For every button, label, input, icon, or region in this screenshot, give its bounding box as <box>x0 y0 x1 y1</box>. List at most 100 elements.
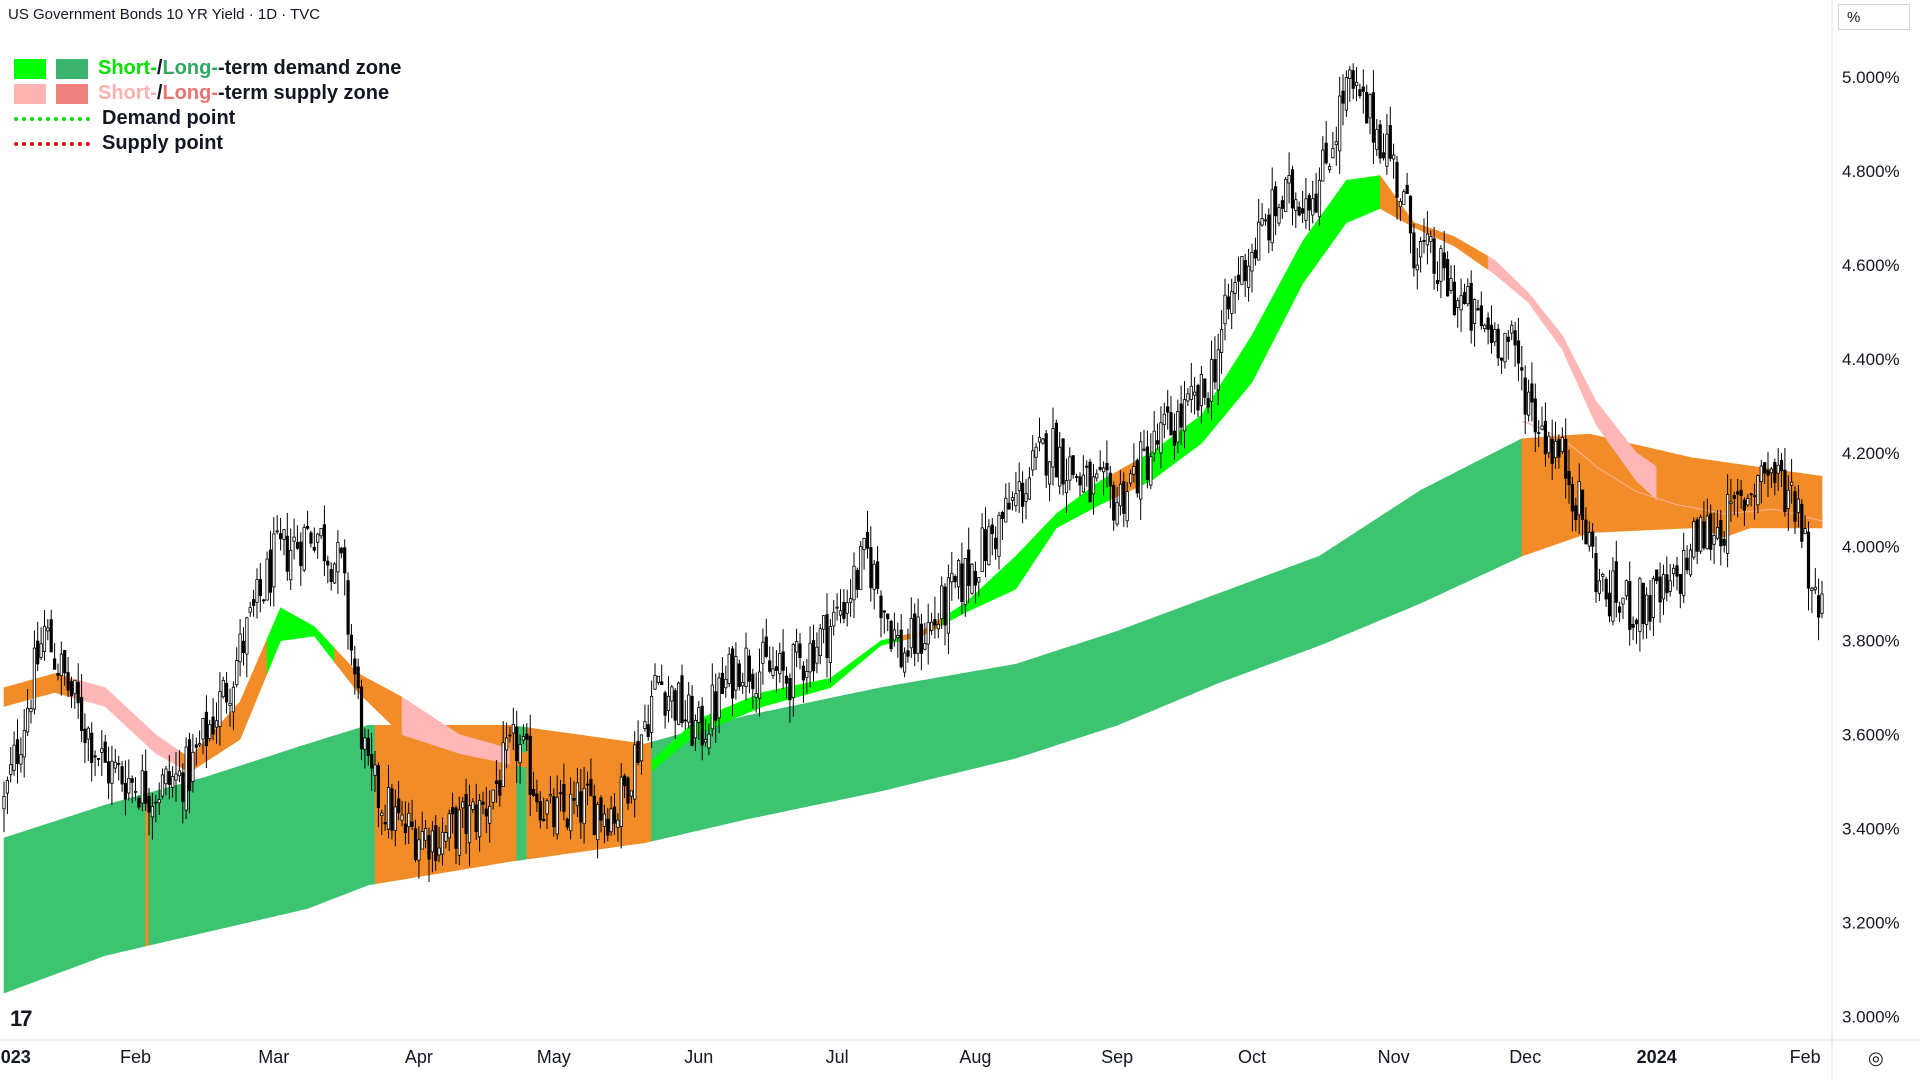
candle-body <box>1540 425 1544 430</box>
candle-body <box>211 716 215 735</box>
candle-body <box>1115 502 1119 525</box>
candle-body <box>1574 505 1578 521</box>
candle-body <box>828 626 833 663</box>
candle-body <box>656 675 661 683</box>
candle-body <box>1729 501 1733 504</box>
candle-body <box>515 726 519 762</box>
candle-body <box>1749 493 1753 496</box>
chart-settings-icon[interactable]: ◎ <box>1868 1048 1884 1068</box>
candle-body <box>1365 92 1369 124</box>
candle-body <box>160 774 165 797</box>
candle-body <box>592 795 596 836</box>
candle-body <box>174 773 178 781</box>
candle-body <box>1456 300 1460 308</box>
candle-body <box>677 682 681 725</box>
candle-body <box>906 650 910 657</box>
candle-body <box>1695 519 1699 552</box>
candle-body <box>110 760 114 784</box>
tradingview-logo-icon[interactable]: 17 <box>10 1006 33 1031</box>
candle-body <box>994 537 998 550</box>
candle-body <box>1098 466 1102 470</box>
candle-body <box>488 805 492 824</box>
candle-body <box>1206 398 1210 408</box>
candle-body <box>346 580 350 635</box>
y-tick-label: 5.000% <box>1842 68 1900 87</box>
candle-body <box>619 776 623 827</box>
candle-body <box>849 598 853 603</box>
candle-body <box>36 640 40 665</box>
candle-body <box>771 668 775 676</box>
candle-body <box>1746 498 1750 506</box>
candle-body <box>1021 482 1025 507</box>
candle-body <box>1479 305 1483 326</box>
candle-body <box>808 642 812 673</box>
candle-body <box>171 776 175 788</box>
candle-body <box>1726 494 1730 554</box>
candle-body <box>1533 398 1537 433</box>
legend-supply-rest: -term supply zone <box>217 82 390 104</box>
candle-body <box>336 542 340 573</box>
candle-body <box>76 681 80 704</box>
candle-body <box>1385 133 1389 167</box>
candle-body <box>356 666 360 689</box>
legend-demand-point-label: Demand point <box>102 107 236 129</box>
candle-body <box>1493 328 1497 343</box>
candle-body <box>1469 282 1473 331</box>
candle-body <box>1024 493 1028 502</box>
candle-body <box>1607 592 1612 617</box>
candle-body <box>1510 324 1514 334</box>
x-tick-label: Feb <box>120 1047 151 1067</box>
candle-body <box>731 648 735 699</box>
candle-body <box>117 763 121 765</box>
candle-body <box>626 777 630 804</box>
x-tick-label: 2023 <box>0 1047 31 1067</box>
candle-body <box>896 635 900 639</box>
candle-body <box>596 804 600 841</box>
candle-body <box>980 527 984 573</box>
candle-body <box>1786 489 1790 509</box>
candle-body <box>1324 142 1328 164</box>
candle-body <box>322 524 327 562</box>
y-tick-label: 3.400% <box>1842 820 1900 839</box>
candle-body <box>940 585 944 620</box>
candle-body <box>1078 476 1082 486</box>
candle-body <box>1361 86 1365 92</box>
y-tick-label: 4.200% <box>1842 444 1900 463</box>
candle-body <box>1048 461 1052 485</box>
candle-body <box>1604 578 1608 600</box>
candle-body <box>423 828 428 841</box>
legend-demand-long: Long- <box>162 57 218 79</box>
candle-body <box>73 679 77 695</box>
candle-body <box>444 832 448 842</box>
candle-body <box>218 691 222 727</box>
candle-body <box>447 813 451 839</box>
candle-body <box>865 531 870 549</box>
candle-body <box>1658 576 1662 603</box>
candle-body <box>1135 459 1139 494</box>
candle-body <box>1274 186 1278 217</box>
candle-body <box>532 789 536 796</box>
x-tick-label: May <box>537 1047 571 1067</box>
candle-body <box>889 620 893 650</box>
y-tick-label: 3.800% <box>1842 632 1900 651</box>
candle-body <box>1462 292 1467 305</box>
candle-body <box>1203 378 1207 398</box>
candle-body <box>107 761 111 784</box>
candle-body <box>56 673 60 676</box>
candle-body <box>316 533 320 543</box>
candle-body <box>191 751 195 782</box>
candle-body <box>1064 480 1069 494</box>
candle-body <box>673 690 677 721</box>
candle-body <box>1412 232 1416 269</box>
unit-selector[interactable]: % <box>1838 4 1910 30</box>
candle-body <box>960 563 964 603</box>
candle-body <box>305 525 310 529</box>
candle-body <box>1756 475 1760 506</box>
candle-body <box>224 682 229 703</box>
x-tick-label: Jul <box>826 1047 849 1067</box>
candle-body <box>1118 483 1123 507</box>
candle-body <box>1145 446 1149 480</box>
candle-body <box>133 791 138 793</box>
candle-body <box>1004 497 1008 523</box>
